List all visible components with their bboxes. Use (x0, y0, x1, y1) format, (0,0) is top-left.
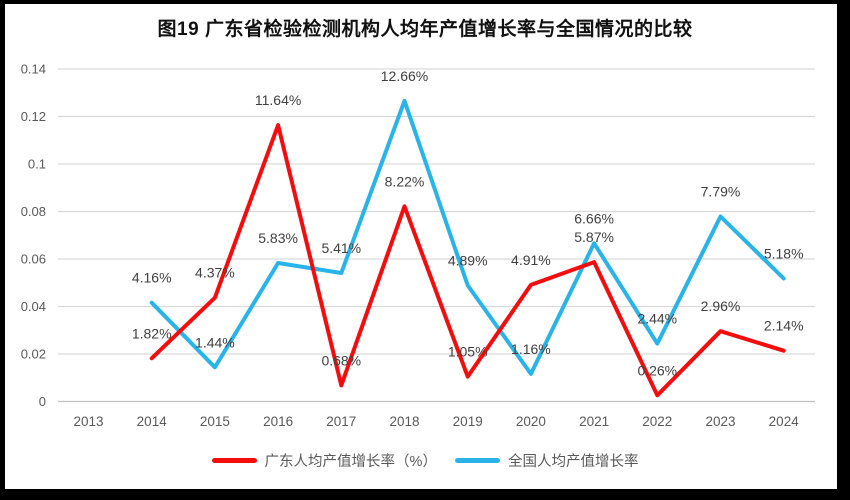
data-label-national: 7.79% (701, 183, 741, 199)
data-label-national: 5.41% (321, 240, 361, 256)
data-label-guangdong: 1.82% (132, 325, 172, 341)
data-label-guangdong: 0.26% (637, 362, 677, 378)
data-label-national: 1.44% (195, 334, 235, 350)
data-label-national: 4.89% (448, 252, 488, 268)
data-label-national: 6.66% (574, 210, 614, 226)
y-tick-label: 0.08 (21, 204, 46, 219)
data-label-guangdong: 11.64% (255, 92, 301, 108)
x-tick-label: 2019 (453, 414, 483, 429)
legend-label-guangdong: 广东人均产值增长率（%） (264, 454, 437, 470)
data-label-guangdong: 1.05% (448, 344, 488, 360)
x-tick-label: 2013 (73, 414, 103, 429)
legend-swatch-national-icon (454, 458, 500, 463)
y-tick-label: 0.06 (21, 252, 46, 267)
x-tick-label: 2017 (326, 414, 356, 429)
data-label-guangdong: 4.91% (511, 252, 551, 268)
y-tick-label: 0.1 (28, 157, 46, 172)
data-label-guangdong: 2.14% (764, 318, 804, 334)
data-label-national: 5.83% (258, 230, 298, 246)
y-tick-label: 0 (39, 394, 46, 409)
x-tick-label: 2023 (705, 414, 735, 429)
series-line-national (149, 98, 786, 376)
legend: 广东人均产值增长率（%） 全国人均产值增长率 (0, 450, 850, 471)
x-tick-label: 2020 (516, 414, 546, 429)
legend-swatch-guangdong-icon (211, 458, 257, 463)
y-tick-label: 0.04 (21, 299, 46, 314)
y-tick-label: 0.02 (21, 347, 46, 362)
data-label-national: 2.44% (637, 311, 677, 327)
x-tick-label: 2022 (642, 414, 672, 429)
data-label-national: 4.16% (132, 270, 172, 286)
data-label-guangdong: 4.37% (195, 265, 235, 281)
y-tick-label: 0.14 (21, 62, 46, 77)
x-tick-label: 2021 (579, 414, 609, 429)
legend-label-national: 全国人均产值增长率 (507, 454, 639, 470)
legend-item-guangdong: 广东人均产值增长率（%） (211, 450, 437, 471)
data-label-national: 5.18% (764, 245, 804, 261)
data-label-national: 12.66% (381, 68, 428, 84)
data-label-guangdong: 0.68% (321, 352, 361, 368)
chart-title: 图19 广东省检验检测机构人均年产值增长率与全国情况的比较 (157, 19, 693, 40)
legend-item-national: 全国人均产值增长率 (454, 450, 639, 471)
x-tick-label: 2018 (389, 414, 419, 429)
data-label-guangdong: 8.22% (385, 173, 425, 189)
series-line-guangdong (149, 123, 786, 398)
x-tick-label: 2014 (137, 414, 168, 429)
data-label-national: 1.16% (511, 341, 551, 357)
x-tick-label: 2024 (769, 414, 800, 429)
x-tick-label: 2015 (200, 414, 230, 429)
x-tick-label: 2016 (263, 414, 293, 429)
data-label-guangdong: 2.96% (701, 298, 741, 314)
data-label-guangdong: 5.87% (574, 229, 614, 245)
y-tick-label: 0.12 (21, 109, 46, 124)
